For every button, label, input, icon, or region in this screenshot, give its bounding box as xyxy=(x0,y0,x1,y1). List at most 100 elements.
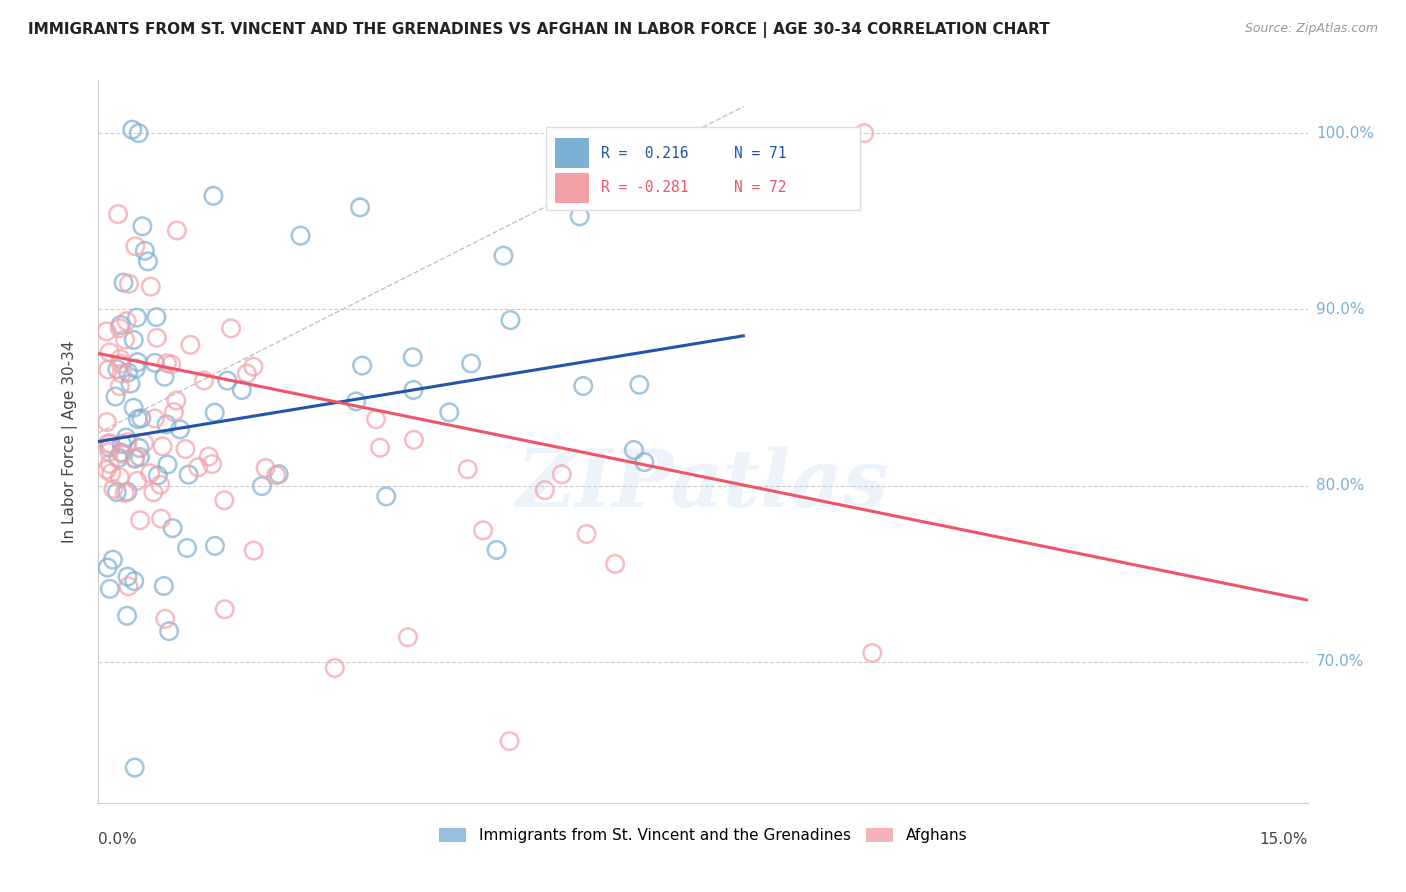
Legend: Immigrants from St. Vincent and the Grenadines, Afghans: Immigrants from St. Vincent and the Gren… xyxy=(433,822,973,849)
Point xyxy=(139,279,162,293)
Point xyxy=(472,524,495,538)
Point xyxy=(115,608,138,623)
Point xyxy=(492,249,515,263)
Point xyxy=(150,512,173,526)
Point xyxy=(108,470,131,484)
Point xyxy=(98,457,121,471)
Point xyxy=(853,126,876,140)
Point xyxy=(264,468,287,483)
Text: 0.0%: 0.0% xyxy=(98,831,138,847)
Point xyxy=(152,439,174,453)
Point xyxy=(160,357,183,371)
Point xyxy=(603,557,626,571)
Point xyxy=(267,467,290,482)
Point xyxy=(115,431,138,445)
Point xyxy=(219,321,242,335)
Text: 90.0%: 90.0% xyxy=(1316,301,1364,317)
Point xyxy=(198,450,221,464)
Point xyxy=(162,521,184,535)
Point xyxy=(142,485,165,500)
Point xyxy=(122,401,145,415)
Point xyxy=(485,543,508,558)
Point xyxy=(111,437,134,451)
Point xyxy=(166,223,188,237)
Point xyxy=(97,436,120,450)
Point xyxy=(110,356,132,370)
Point xyxy=(551,467,574,482)
Point xyxy=(457,462,479,476)
Point xyxy=(231,383,253,397)
Point xyxy=(107,207,129,221)
Point xyxy=(242,543,264,558)
Point xyxy=(145,310,167,324)
Point xyxy=(104,390,127,404)
Point xyxy=(139,467,162,481)
Point xyxy=(204,539,226,553)
Point xyxy=(143,411,166,425)
Point xyxy=(628,377,651,392)
Point xyxy=(402,383,425,397)
Point xyxy=(193,374,215,388)
Point xyxy=(176,541,198,555)
Point xyxy=(157,624,180,639)
Text: 80.0%: 80.0% xyxy=(1316,478,1364,493)
Point xyxy=(122,333,145,347)
Point xyxy=(572,379,595,393)
Point xyxy=(127,412,149,426)
Point xyxy=(97,560,120,574)
Point xyxy=(460,356,482,370)
Point xyxy=(860,646,883,660)
Point xyxy=(118,277,141,291)
Point xyxy=(323,661,346,675)
Point xyxy=(344,394,367,409)
Point xyxy=(250,479,273,493)
Point xyxy=(127,355,149,369)
Point xyxy=(156,356,179,370)
Point xyxy=(352,359,374,373)
Point xyxy=(402,350,425,364)
Point xyxy=(117,435,139,450)
Point xyxy=(177,467,200,482)
Point xyxy=(124,760,146,774)
Point xyxy=(633,455,655,469)
Point xyxy=(110,351,132,366)
Point xyxy=(97,362,120,376)
Point xyxy=(179,338,201,352)
Point xyxy=(534,483,557,498)
Point xyxy=(568,210,591,224)
Point xyxy=(108,321,131,335)
Text: 70.0%: 70.0% xyxy=(1316,655,1364,669)
Point xyxy=(214,493,236,508)
Point xyxy=(105,362,128,376)
Point xyxy=(132,436,155,450)
Point xyxy=(349,200,371,214)
Point xyxy=(187,460,209,475)
Point xyxy=(368,441,391,455)
Point xyxy=(127,474,149,488)
Point xyxy=(121,122,143,136)
Point xyxy=(174,442,197,456)
Point xyxy=(114,486,136,500)
Text: N = 71: N = 71 xyxy=(734,145,787,161)
Text: IMMIGRANTS FROM ST. VINCENT AND THE GRENADINES VS AFGHAN IN LABOR FORCE | AGE 30: IMMIGRANTS FROM ST. VINCENT AND THE GREN… xyxy=(28,22,1050,38)
Point xyxy=(122,574,145,588)
Point xyxy=(254,461,277,475)
Point xyxy=(117,484,139,499)
Point xyxy=(153,579,176,593)
Point xyxy=(165,393,187,408)
Point xyxy=(131,411,153,425)
Point xyxy=(236,367,259,381)
Point xyxy=(128,126,150,140)
Point xyxy=(108,379,131,393)
Point xyxy=(98,445,121,459)
Text: 15.0%: 15.0% xyxy=(1260,831,1308,847)
Point xyxy=(128,441,150,455)
Point xyxy=(204,406,226,420)
Point xyxy=(129,513,152,527)
Point xyxy=(96,325,118,339)
Point xyxy=(153,369,176,384)
Point xyxy=(439,405,461,419)
Point xyxy=(101,552,124,566)
Point xyxy=(117,579,139,593)
Point xyxy=(124,451,146,466)
